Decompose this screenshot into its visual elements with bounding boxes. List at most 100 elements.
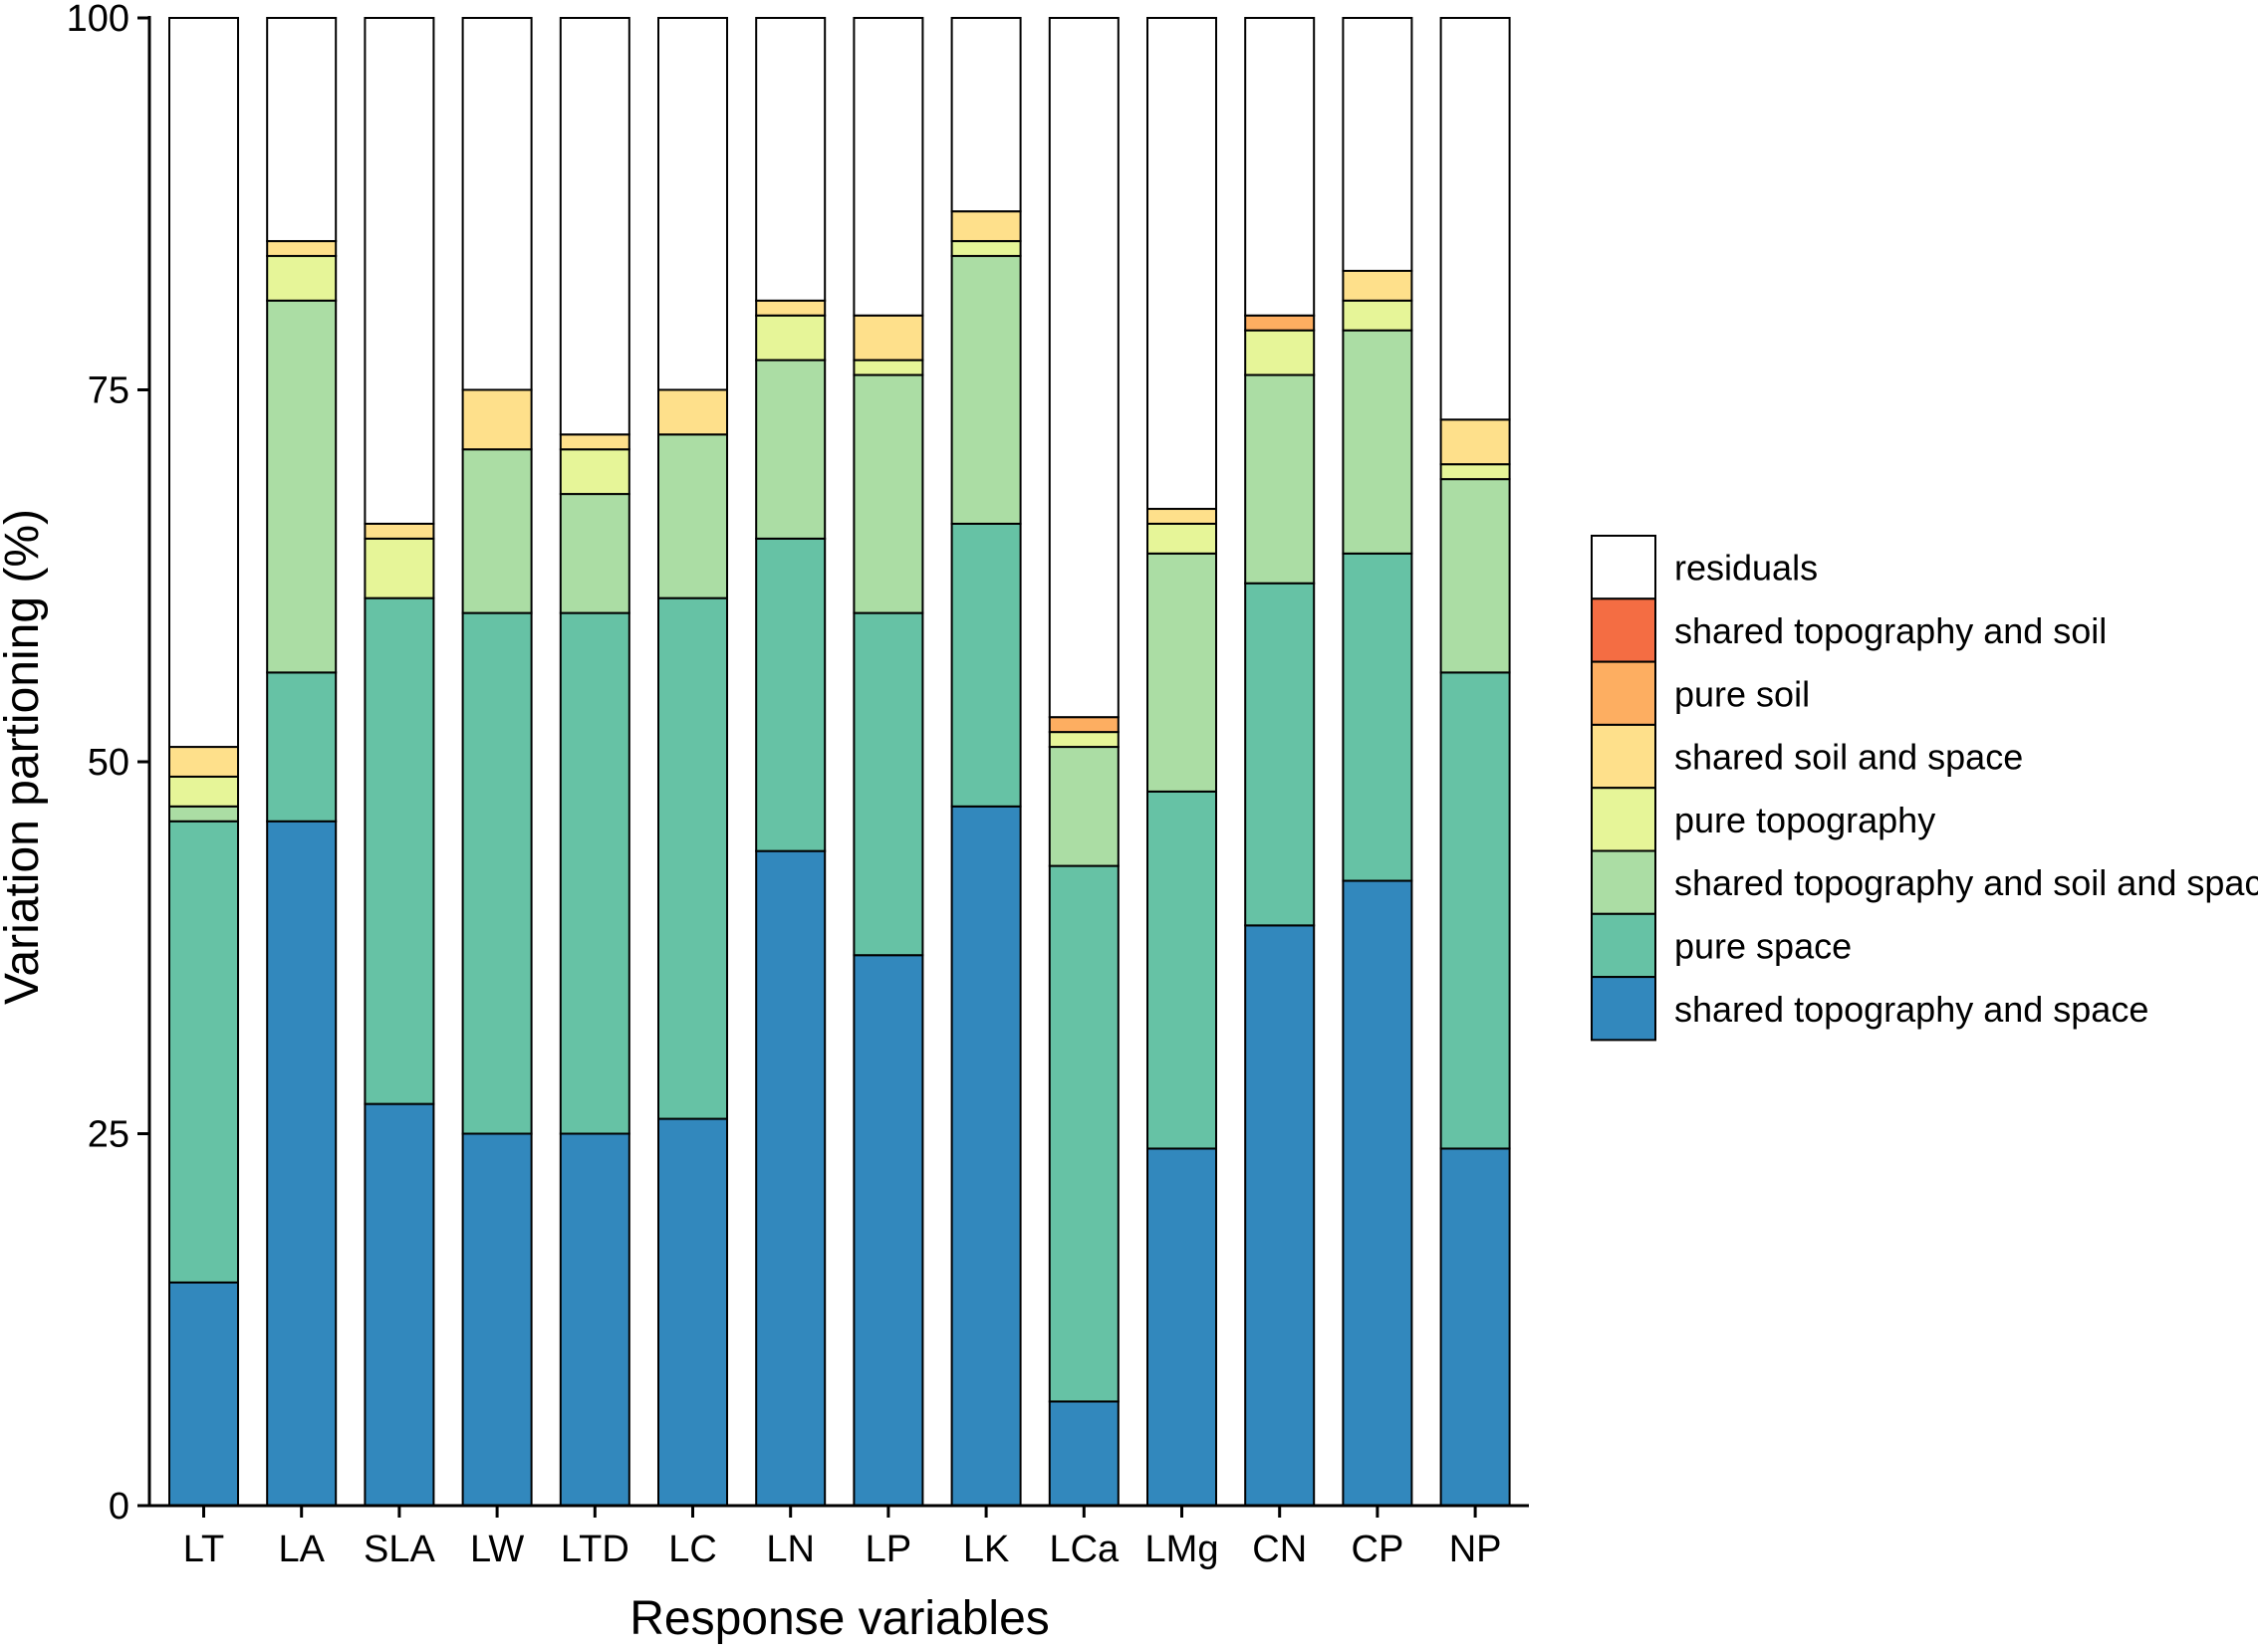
- x-tick-label-ltd: LTD: [561, 1529, 629, 1570]
- bar-segment-np-shared-topography-and-soil-and-space: [1439, 478, 1511, 674]
- bar-segment-lp-shared-topography-and-soil-and-space: [853, 373, 924, 614]
- legend-label: shared topography and soil: [1674, 610, 2107, 651]
- bar-segment-lc-pure-space: [657, 596, 728, 1120]
- bar-segment-lca-residuals: [1048, 17, 1120, 719]
- legend-label: shared topography and space: [1674, 989, 2148, 1030]
- x-tick-label-lk: LK: [963, 1529, 1009, 1570]
- y-ticks-group: 0 25 50 75 100: [67, 0, 149, 1528]
- bar-segment-lmg-residuals: [1146, 17, 1217, 511]
- x-ticks-group: LT LA SLA LW LTD LC LN LP LK LCa LMg CN CP NP: [183, 1506, 1501, 1570]
- legend-label: shared soil and space: [1674, 737, 2023, 778]
- legend-item-pure-soil: pure soil: [1591, 660, 1810, 726]
- bar-segment-ltd-pure-topography: [559, 448, 630, 496]
- bar-segment-lk-pure-topography: [950, 240, 1022, 258]
- bar-segment-lp-shared-topography-and-space: [853, 954, 924, 1507]
- bar-ltd: [559, 17, 630, 1507]
- bar-segment-lw-shared-topography-and-soil-and-space: [461, 448, 533, 614]
- bar-segment-lmg-shared-topography-and-space: [1146, 1147, 1217, 1507]
- legend-swatch: [1591, 787, 1656, 852]
- bar-lw: [461, 17, 533, 1507]
- x-tick-label-lt: LT: [183, 1529, 225, 1570]
- bar-segment-sla-residuals: [364, 17, 435, 525]
- x-tick-label-lp: LP: [866, 1529, 911, 1570]
- bar-segment-ltd-shared-topography-and-space: [559, 1132, 630, 1507]
- bar-lp: [853, 17, 924, 1507]
- legend-item-shared-soil-and-space: shared soil and space: [1591, 723, 2023, 790]
- bar-segment-cn-shared-topography-and-space: [1244, 924, 1316, 1507]
- legend-label: pure topography: [1674, 800, 1935, 840]
- bar-segment-lw-pure-space: [461, 611, 533, 1135]
- bar-segment-lt-shared-topography-and-soil-and-space: [168, 805, 239, 823]
- bar-segment-np-shared-soil-and-space: [1439, 418, 1511, 466]
- legend-swatch: [1591, 849, 1656, 915]
- legend-swatch: [1591, 597, 1656, 663]
- bar-segment-np-pure-topography: [1439, 463, 1511, 481]
- legend-item-shared-topography-and-soil-and-space: shared topography and soil and space: [1591, 849, 2258, 915]
- y-tick-label: 50: [88, 742, 129, 784]
- bar-segment-lc-shared-topography-and-space: [657, 1117, 728, 1508]
- bar-segment-la-residuals: [266, 17, 338, 243]
- y-tick-label: 100: [67, 0, 129, 40]
- bar-segment-sla-shared-topography-and-space: [364, 1102, 435, 1507]
- bar-segment-lw-shared-soil-and-space: [461, 388, 533, 451]
- x-tick-label-lc: LC: [668, 1529, 717, 1570]
- bar-segment-cn-pure-soil: [1244, 314, 1316, 332]
- bar-segment-lmg-shared-topography-and-soil-and-space: [1146, 552, 1217, 793]
- bar-segment-lk-shared-topography-and-soil-and-space: [950, 255, 1022, 525]
- bar-lt: [168, 17, 239, 1508]
- bar-segment-lk-pure-space: [950, 522, 1022, 808]
- bar-segment-cp-shared-soil-and-space: [1342, 269, 1413, 302]
- bar-segment-lk-shared-topography-and-space: [950, 805, 1022, 1507]
- bar-segment-lt-residuals: [168, 17, 239, 749]
- x-tick-label-lmg: LMg: [1145, 1529, 1219, 1570]
- legend-item-residuals: residuals: [1591, 535, 1818, 600]
- bar-segment-lp-pure-space: [853, 611, 924, 957]
- bar-segment-la-pure-topography: [266, 255, 338, 302]
- legend-label: residuals: [1674, 548, 1818, 589]
- bar-segment-cn-shared-topography-and-soil-and-space: [1244, 373, 1316, 585]
- bar-segment-lmg-pure-space: [1146, 790, 1217, 1150]
- bar-segment-la-pure-space: [266, 671, 338, 823]
- x-tick-label-lca: LCa: [1049, 1529, 1120, 1570]
- bar-segment-ln-residuals: [755, 17, 827, 302]
- legend-swatch: [1591, 912, 1656, 979]
- legend-item-pure-topography: pure topography: [1591, 787, 1935, 852]
- bar-segment-np-residuals: [1439, 17, 1511, 421]
- bar-segment-ltd-residuals: [559, 17, 630, 436]
- bar-segment-lca-pure-topography: [1048, 731, 1120, 749]
- bar-segment-lp-pure-topography: [853, 358, 924, 376]
- bar-segment-lc-shared-topography-and-soil-and-space: [657, 433, 728, 599]
- bar-segment-lca-shared-topography-and-soil-and-space: [1048, 746, 1120, 867]
- bar-segment-lc-residuals: [657, 17, 728, 391]
- bar-segment-ltd-shared-topography-and-soil-and-space: [559, 493, 630, 614]
- bars-group: [168, 17, 1511, 1508]
- bar-segment-cp-shared-topography-and-soil-and-space: [1342, 329, 1413, 555]
- bar-segment-lp-residuals: [853, 17, 924, 317]
- bar-ln: [755, 17, 827, 1507]
- bar-segment-cp-pure-topography: [1342, 299, 1413, 332]
- bar-segment-np-shared-topography-and-space: [1439, 1147, 1511, 1507]
- bar-segment-ln-shared-soil-and-space: [755, 299, 827, 317]
- bar-segment-la-shared-soil-and-space: [266, 240, 338, 258]
- bar-segment-ltd-shared-soil-and-space: [559, 433, 630, 451]
- bar-segment-cn-residuals: [1244, 17, 1316, 317]
- bar-segment-lca-pure-space: [1048, 864, 1120, 1403]
- bar-segment-lw-residuals: [461, 17, 533, 391]
- x-tick-label-ln: LN: [766, 1529, 815, 1570]
- bar-sla: [364, 17, 435, 1507]
- bar-segment-lc-shared-soil-and-space: [657, 388, 728, 436]
- bar-segment-lw-shared-topography-and-space: [461, 1132, 533, 1507]
- bar-lk: [950, 17, 1022, 1507]
- legend-swatch: [1591, 976, 1656, 1042]
- bar-segment-cp-shared-topography-and-space: [1342, 879, 1413, 1507]
- bar-segment-cn-pure-topography: [1244, 329, 1316, 376]
- axes-group: [147, 16, 1529, 1508]
- legend: residuals shared topography and soil pure …: [1591, 535, 2258, 1042]
- y-tick-label: 0: [109, 1486, 129, 1528]
- bar-cn: [1244, 17, 1316, 1507]
- bar-segment-la-shared-topography-and-space: [266, 820, 338, 1507]
- bar-segment-ln-pure-topography: [755, 314, 827, 361]
- legend-swatch: [1591, 723, 1656, 790]
- bar-segment-lmg-pure-topography: [1146, 522, 1217, 555]
